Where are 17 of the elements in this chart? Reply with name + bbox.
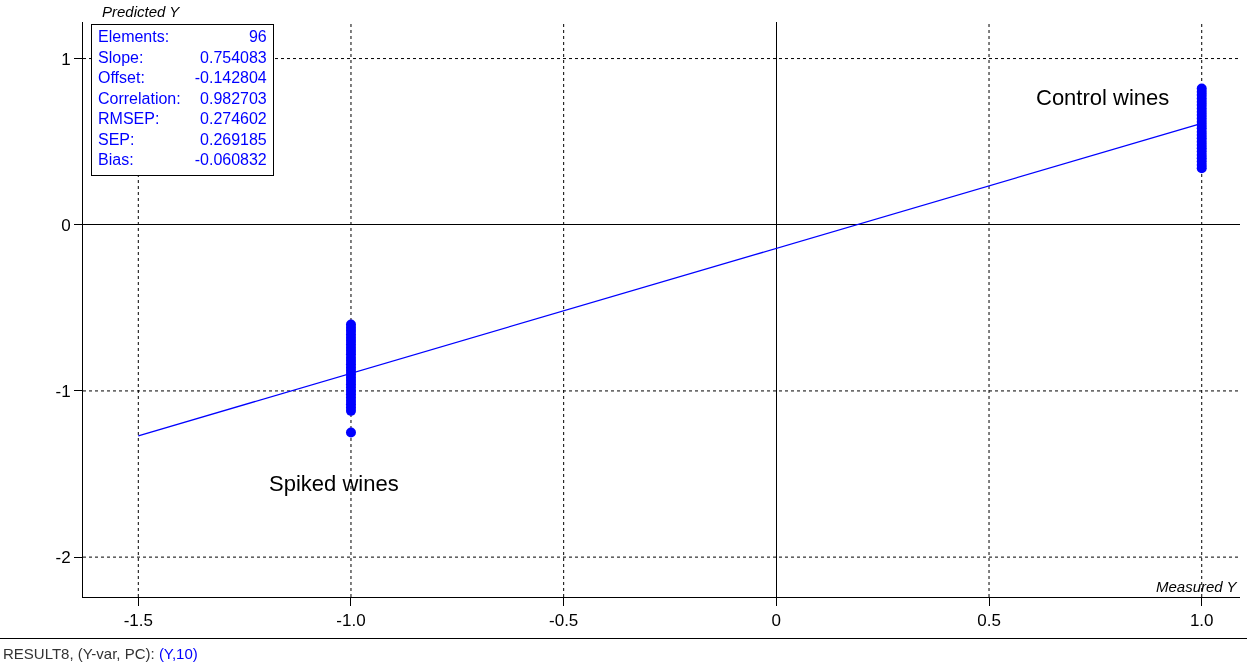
y-tick-label: 1 [61, 49, 71, 69]
x-tick-label: -1.5 [123, 611, 153, 631]
x-tick-label: 0.5 [977, 611, 1001, 631]
x-tick-label: 1.0 [1189, 611, 1214, 631]
y-axis-title: Predicted Y [102, 3, 181, 20]
y-tick-label: 0 [61, 215, 71, 235]
x-tick-label: -1.0 [336, 611, 366, 631]
x-tick-label: -0.5 [549, 611, 579, 631]
x-axis-title: Measured Y [1156, 578, 1238, 595]
annotation: Spiked wines [269, 471, 399, 496]
y-tick-label: -2 [55, 548, 71, 568]
x-tick-label: 0 [771, 611, 782, 631]
annotation: Control wines [1036, 85, 1170, 110]
text: Elements: 96 Slope: 0.754083 Offset: -0.142804 Correlation: 0.982703 RMSEP: 0.274602 SEP: 0.269185 Bias: -0.060832 [98, 28, 267, 168]
text: RESULT8, (Y-var, PC): [3, 645, 156, 662]
text: (Y,10) [158, 645, 198, 662]
y-tick-label: -1 [55, 381, 71, 401]
